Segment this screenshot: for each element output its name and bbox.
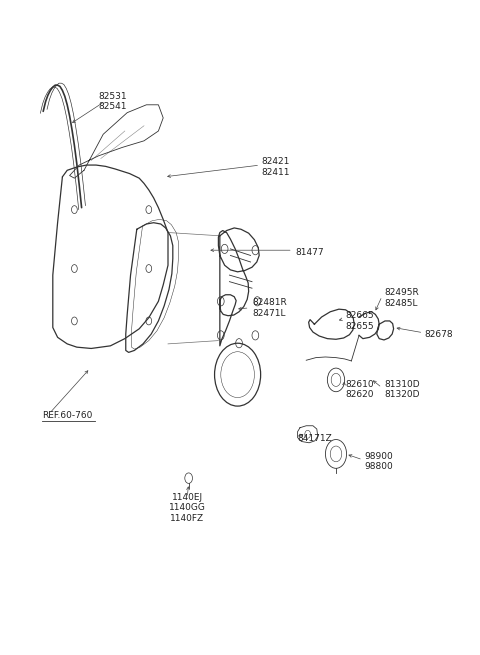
Text: 82421
82411: 82421 82411	[262, 157, 290, 177]
Text: REF.60-760: REF.60-760	[42, 411, 93, 421]
Text: 84171Z: 84171Z	[298, 434, 332, 443]
Text: 82665
82655: 82665 82655	[346, 311, 374, 331]
Text: 82495R
82485L: 82495R 82485L	[384, 288, 419, 308]
Text: 82610
82620: 82610 82620	[346, 380, 374, 400]
Text: 81477: 81477	[295, 248, 324, 257]
Text: 82481R
82471L: 82481R 82471L	[252, 298, 287, 318]
Text: 82678: 82678	[425, 329, 454, 339]
Text: 81310D
81320D: 81310D 81320D	[384, 380, 420, 400]
Text: 1140EJ
1140GG
1140FZ: 1140EJ 1140GG 1140FZ	[169, 493, 205, 523]
Text: 82531
82541: 82531 82541	[98, 92, 127, 111]
Text: 98900
98800: 98900 98800	[365, 452, 394, 472]
